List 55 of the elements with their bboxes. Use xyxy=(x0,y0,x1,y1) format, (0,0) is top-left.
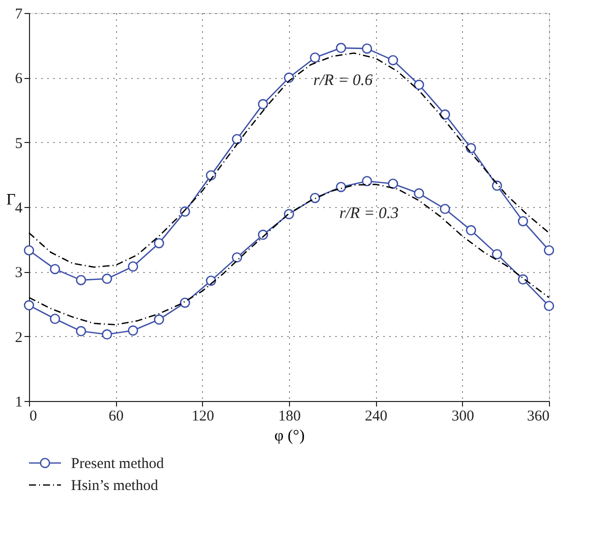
point xyxy=(76,274,86,286)
y-tick-label: 5 xyxy=(15,136,22,152)
legend-label: Present method xyxy=(71,456,164,472)
point xyxy=(440,204,450,214)
point xyxy=(362,176,372,186)
point xyxy=(258,99,268,110)
point xyxy=(154,314,164,325)
point xyxy=(232,134,242,144)
point xyxy=(388,55,398,66)
point xyxy=(180,298,190,308)
point xyxy=(76,326,86,336)
x-tick-label: 180 xyxy=(278,408,301,424)
point xyxy=(310,52,320,63)
point xyxy=(24,245,34,256)
point xyxy=(128,261,138,272)
point xyxy=(466,225,476,236)
point xyxy=(518,274,528,285)
point xyxy=(414,80,424,90)
point xyxy=(492,180,502,191)
point xyxy=(232,252,242,263)
x-tick-label: 120 xyxy=(192,408,214,424)
point xyxy=(50,264,60,274)
y-tick-label: 4 xyxy=(15,200,23,216)
point xyxy=(414,188,424,199)
y-tick-label: 7 xyxy=(15,6,23,22)
legend-label: Hsin’s method xyxy=(71,478,159,494)
point xyxy=(518,216,528,226)
point xyxy=(102,329,112,340)
x-tick-label: 300 xyxy=(452,408,474,424)
point xyxy=(440,109,450,120)
y-tick-label: 1 xyxy=(15,394,22,410)
x-tick-label: 360 xyxy=(527,408,550,424)
annotation: r/R = 0.3 xyxy=(339,205,399,222)
y-tick-label: 6 xyxy=(15,71,23,88)
point xyxy=(492,249,502,260)
x-tick-label: 60 xyxy=(108,408,124,424)
point xyxy=(544,300,554,312)
x-tick-label: 240 xyxy=(364,408,388,424)
point xyxy=(336,182,346,192)
point xyxy=(154,238,164,248)
point xyxy=(362,43,372,54)
point xyxy=(388,178,398,189)
x-tick-label: 0 xyxy=(30,408,37,424)
x-axis-title: φ (°) xyxy=(274,428,305,444)
point xyxy=(50,314,60,324)
y-tick-label: 3 xyxy=(15,265,22,282)
point xyxy=(310,192,320,204)
point xyxy=(336,42,346,54)
point xyxy=(102,274,112,284)
point xyxy=(128,325,138,336)
point xyxy=(544,245,554,256)
annotation: r/R = 0.6 xyxy=(313,72,373,89)
y-tick-label: 2 xyxy=(15,330,22,346)
point xyxy=(24,300,34,310)
y-axis-title: Γ xyxy=(6,192,16,208)
